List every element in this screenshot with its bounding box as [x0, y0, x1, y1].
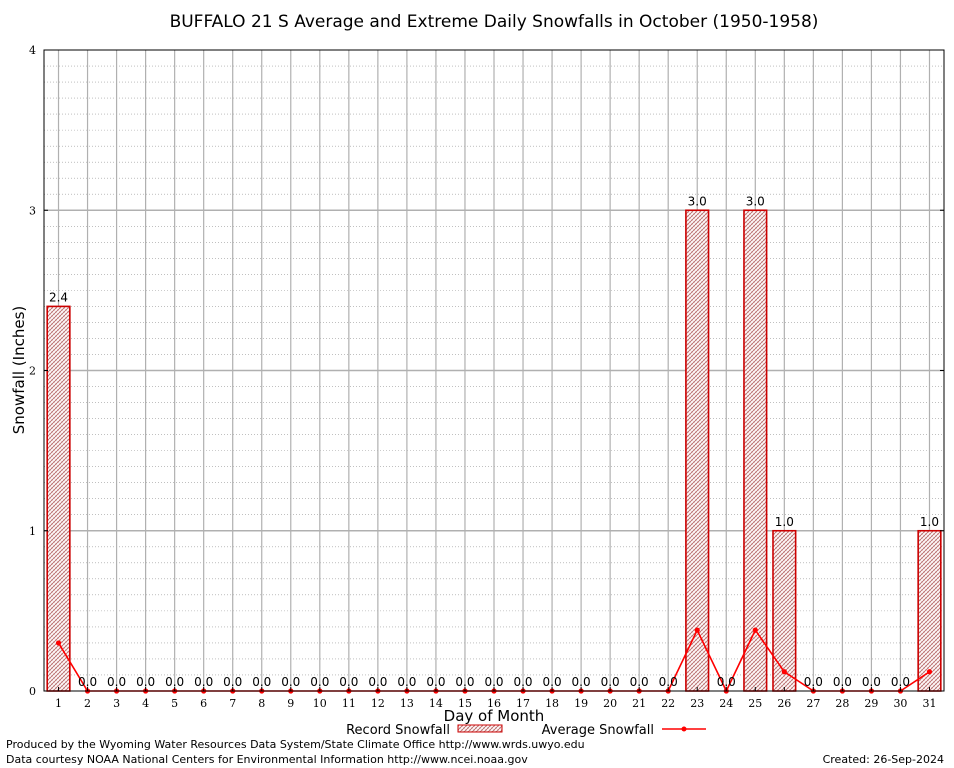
x-tick-label: 13 [400, 697, 414, 710]
bar-value-label: 0.0 [310, 675, 329, 689]
bar-record-day-25 [743, 209, 768, 692]
x-tick-label: 16 [487, 697, 501, 710]
bar-value-label: 0.0 [78, 675, 97, 689]
y-tick-label: 2 [29, 365, 36, 378]
bar-value-label: 0.0 [513, 675, 532, 689]
bar-value-label: 0.0 [484, 675, 503, 689]
bar-value-label: 0.0 [426, 675, 445, 689]
x-tick-label: 18 [545, 697, 559, 710]
bar-value-label: 0.0 [339, 675, 358, 689]
bar-value-label: 0.0 [862, 675, 881, 689]
x-tick-labels: 1 2 3 4 5 6 7 8 9 10 11 12 13 14 15 16 17 18 19 20 21 22 23 24 2… [55, 687, 936, 710]
bar-value-label: 0.0 [659, 675, 678, 689]
bar-value-label: 0.0 [397, 675, 416, 689]
x-axis-label: Day of Month [444, 707, 545, 725]
x-tick-label: 21 [632, 697, 646, 710]
bar-value-label: 0.0 [252, 675, 271, 689]
y-tick-label: 0 [29, 685, 36, 698]
x-tick-label: 15 [458, 697, 472, 710]
bar-value-label: 3.0 [688, 194, 707, 208]
x-tick-label: 4 [142, 697, 149, 710]
bar-value-label: 0.0 [717, 675, 736, 689]
x-tick-label: 7 [229, 697, 236, 710]
x-tick-label: 22 [661, 697, 675, 710]
x-tick-label: 31 [922, 697, 936, 710]
x-tick-label: 29 [864, 697, 878, 710]
x-tick-label: 27 [806, 697, 820, 710]
x-tick-label: 6 [200, 697, 207, 710]
bar-value-label: 0.0 [223, 675, 242, 689]
bars [46, 209, 942, 692]
bar-value-label: 2.4 [49, 290, 68, 304]
bar-value-label: 0.0 [601, 675, 620, 689]
x-tick-label: 30 [893, 697, 907, 710]
x-tick-label: 2 [84, 697, 91, 710]
x-tick-label: 14 [429, 697, 443, 710]
x-tick-label: 8 [258, 697, 265, 710]
average-point-day-31 [926, 669, 933, 675]
legend-record-label: Record Snowfall [346, 723, 450, 738]
bar-value-label: 0.0 [572, 675, 591, 689]
y-tick-labels: 0 1 2 3 4 [29, 44, 944, 698]
bar-record-day-23 [685, 209, 710, 692]
bar-record-day-26 [772, 529, 797, 692]
bar-value-label: 0.0 [136, 675, 155, 689]
x-tick-label: 28 [835, 697, 849, 710]
legend-average-marker [681, 726, 687, 732]
x-tick-label: 1 [55, 697, 62, 710]
x-tick-label: 24 [719, 697, 733, 710]
x-tick-label: 12 [371, 697, 385, 710]
x-tick-label: 19 [574, 697, 588, 710]
average-point-day-23 [694, 627, 700, 633]
bar-value-label: 0.0 [804, 675, 823, 689]
bar-value-label: 1.0 [775, 515, 794, 529]
x-tick-label: 5 [171, 697, 178, 710]
x-tick-label: 25 [748, 697, 762, 710]
x-tick-label: 9 [287, 697, 294, 710]
x-tick-label: 23 [690, 697, 704, 710]
y-axis-label: Snowfall (Inches) [10, 306, 28, 434]
y-tick-label: 3 [29, 204, 36, 217]
x-tick-label: 17 [516, 697, 530, 710]
y-tick-label: 4 [29, 44, 36, 57]
footer-created: Created: 26-Sep-2024 [823, 753, 944, 766]
footer-produced-by: Produced by the Wyoming Water Resources … [6, 738, 585, 751]
bar-value-label: 0.0 [455, 675, 474, 689]
bar-value-label: 0.0 [194, 675, 213, 689]
grid [44, 50, 944, 691]
bar-value-label: 0.0 [107, 675, 126, 689]
bar-record-day-31 [917, 529, 942, 692]
bar-record-day-1 [46, 305, 71, 692]
bar-value-label: 0.0 [281, 675, 300, 689]
bar-value-label: 0.0 [368, 675, 387, 689]
bar-value-label: 1.0 [920, 515, 939, 529]
y-tick-label: 1 [29, 525, 36, 538]
legend-average-label: Average Snowfall [542, 723, 654, 738]
bar-value-label: 0.0 [833, 675, 852, 689]
x-tick-label: 11 [342, 697, 356, 710]
average-point-day-25 [752, 627, 758, 633]
legend-record-swatch [457, 724, 503, 733]
legend: Record Snowfall Average Snowfall [346, 723, 706, 738]
chart-title: BUFFALO 21 S Average and Extreme Daily S… [170, 12, 819, 32]
average-point-day-1 [55, 640, 62, 646]
x-tick-label: 26 [777, 697, 791, 710]
bar-value-label: 0.0 [165, 675, 184, 689]
x-tick-label: 3 [113, 697, 120, 710]
bar-value-label: 0.0 [630, 675, 649, 689]
bar-value-label: 0.0 [891, 675, 910, 689]
average-point-day-26 [781, 669, 787, 675]
bar-value-label: 0.0 [543, 675, 562, 689]
x-tick-label: 10 [313, 697, 327, 710]
x-tick-label: 20 [603, 697, 617, 710]
footer-data-courtesy: Data courtesy NOAA National Centers for … [6, 753, 528, 766]
bar-labels: 2.4 0.0 0.0 0.0 0.0 0.0 0.0 0.0 0.0 0.0 0.0 0.0 0.0 0… [49, 194, 939, 689]
bar-value-label: 3.0 [746, 194, 765, 208]
